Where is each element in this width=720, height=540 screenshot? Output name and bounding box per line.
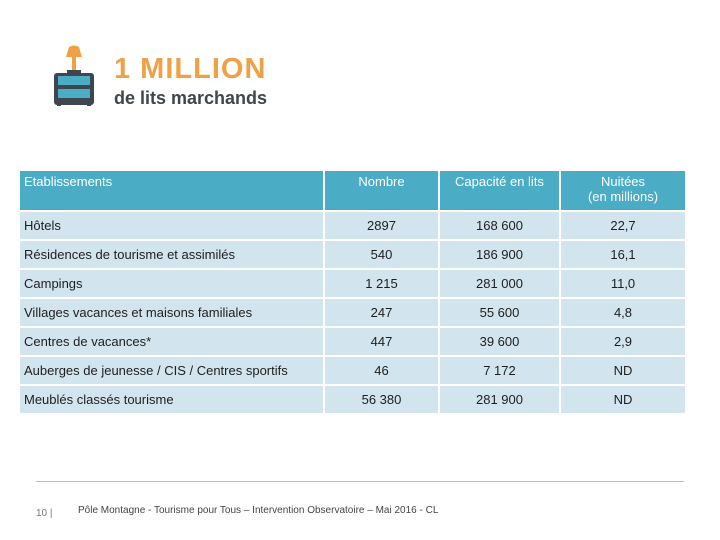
header-nuitees: Nuitées (en millions) — [561, 171, 685, 210]
cell-etablissement: Campings — [20, 270, 323, 297]
cell-nuitees: 16,1 — [561, 241, 685, 268]
cell-nuitees: ND — [561, 357, 685, 384]
cell-nuitees: 4,8 — [561, 299, 685, 326]
header-capacite: Capacité en lits — [440, 171, 559, 210]
cell-etablissement: Résidences de tourisme et assimilés — [20, 241, 323, 268]
lamp-suitcase-icon — [54, 45, 94, 106]
cell-etablissement: Meublés classés tourisme — [20, 386, 323, 413]
table-row: Villages vacances et maisons familiales 2… — [20, 299, 685, 326]
cell-etablissement: Centres de vacances* — [20, 328, 323, 355]
cell-etablissement: Hôtels — [20, 212, 323, 239]
cell-nombre: 447 — [325, 328, 438, 355]
cell-etablissement: Auberges de jeunesse / CIS / Centres spo… — [20, 357, 323, 384]
cell-nuitees: 22,7 — [561, 212, 685, 239]
table-row: Résidences de tourisme et assimilés 540 18… — [20, 241, 685, 268]
header-nombre: Nombre — [325, 171, 438, 210]
header-nuitees-line2: (en millions) — [587, 189, 659, 204]
cell-nuitees: 2,9 — [561, 328, 685, 355]
cell-nombre: 2897 — [325, 212, 438, 239]
table-row: Auberges de jeunesse / CIS / Centres spo… — [20, 357, 685, 384]
page-number: 10 | — [36, 508, 53, 519]
cell-nombre: 540 — [325, 241, 438, 268]
cell-nuitees: 11,0 — [561, 270, 685, 297]
cell-capacite: 55 600 — [440, 299, 559, 326]
cell-capacite: 168 600 — [440, 212, 559, 239]
table-row: Campings 1 215 281 000 11,0 — [20, 270, 685, 297]
cell-capacite: 281 900 — [440, 386, 559, 413]
footer-divider — [36, 481, 684, 482]
cell-nombre: 46 — [325, 357, 438, 384]
header-nuitees-line1: Nuitées — [600, 174, 646, 189]
table-header-row: Etablissements Nombre Capacité en lits N… — [20, 171, 685, 210]
cell-nombre: 247 — [325, 299, 438, 326]
table-row: Hôtels 2897 168 600 22,7 — [20, 212, 685, 239]
establishments-table: Etablissements Nombre Capacité en lits N… — [18, 169, 687, 415]
table-row: Meublés classés tourisme 56 380 281 900 ND — [20, 386, 685, 413]
cell-nombre: 1 215 — [325, 270, 438, 297]
header-etablissements: Etablissements — [20, 171, 323, 210]
footer-text: Pôle Montagne - Tourisme pour Tous – Int… — [78, 505, 439, 516]
cell-capacite: 39 600 — [440, 328, 559, 355]
table-row: Centres de vacances* 447 39 600 2,9 — [20, 328, 685, 355]
cell-etablissement: Villages vacances et maisons familiales — [20, 299, 323, 326]
logo-title: 1 MILLION — [114, 53, 267, 85]
cell-capacite: 281 000 — [440, 270, 559, 297]
cell-nuitees: ND — [561, 386, 685, 413]
cell-capacite: 186 900 — [440, 241, 559, 268]
logo-subtitle: de lits marchands — [114, 88, 268, 108]
cell-nombre: 56 380 — [325, 386, 438, 413]
cell-capacite: 7 172 — [440, 357, 559, 384]
